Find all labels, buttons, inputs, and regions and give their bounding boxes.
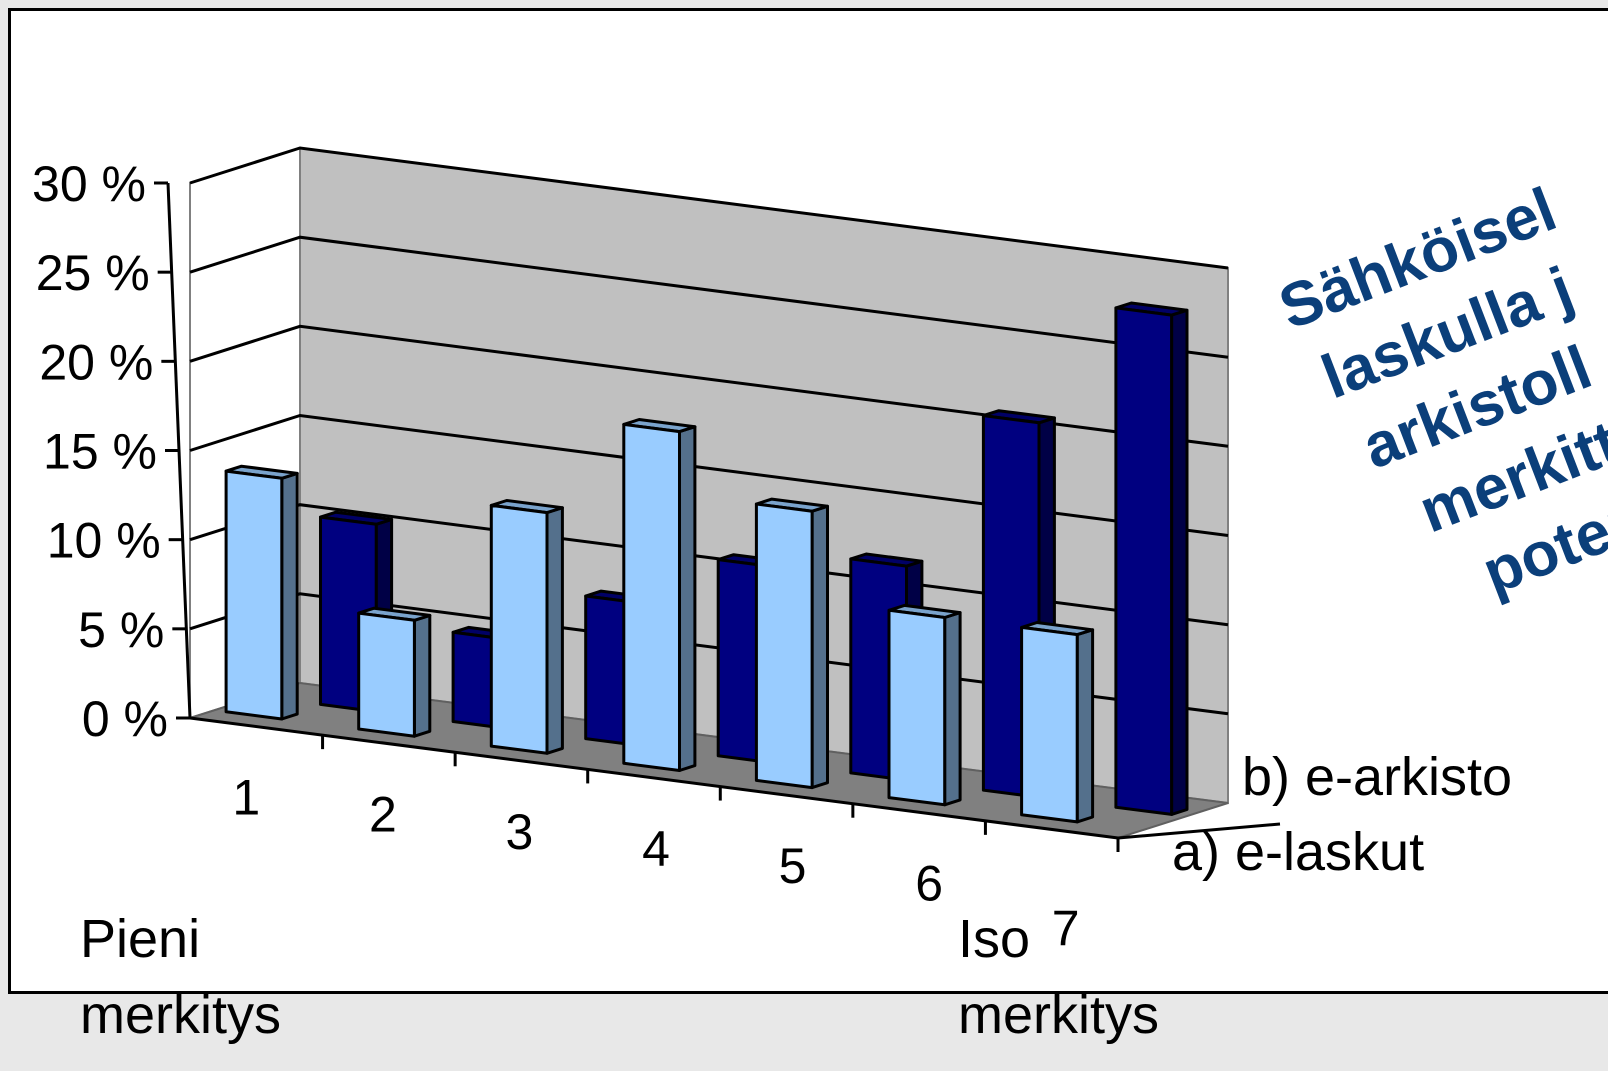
bar-side xyxy=(1170,308,1189,816)
y-tick-label: 10 % xyxy=(47,513,161,569)
gridline xyxy=(189,146,1229,270)
bar-a-2 xyxy=(357,606,432,738)
bar-side xyxy=(943,611,962,807)
x-axis: 1 2 3 4 5 6 7 xyxy=(189,716,1281,956)
y-tick-label: 5 % xyxy=(78,602,164,658)
x-tick-label: 7 xyxy=(1052,900,1080,956)
bar-a-5 xyxy=(754,497,829,790)
bar-a-1 xyxy=(224,464,299,721)
x-label-left-line1: Pieni xyxy=(80,909,201,969)
bar-side xyxy=(810,504,829,790)
bar-a-7 xyxy=(1020,621,1095,824)
series-label: b) e-arkisto xyxy=(1242,747,1512,807)
x-label-left-line2: merkitys xyxy=(80,985,281,1045)
bar-a-3 xyxy=(489,499,564,755)
gridline xyxy=(189,235,1229,359)
y-tick-label: 0 % xyxy=(82,691,168,747)
legend: a) e-laskut b) e-arkisto xyxy=(1172,747,1512,882)
bar-side xyxy=(545,506,564,755)
y-tick-label: 25 % xyxy=(36,245,150,301)
bar-front xyxy=(224,469,284,721)
bar-a-6 xyxy=(887,603,962,807)
x-label-right-line1: Iso xyxy=(958,909,1031,969)
gridline xyxy=(189,413,1229,537)
x-tick-label: 1 xyxy=(232,770,260,826)
bars xyxy=(224,301,1189,824)
bar-side xyxy=(678,425,697,772)
x-tick-label: 3 xyxy=(506,804,534,860)
bar-b-7 xyxy=(1114,301,1189,816)
x-tick-label: 2 xyxy=(369,787,397,843)
bar-front xyxy=(357,611,416,738)
x-tick-label: 5 xyxy=(779,838,807,894)
x-axis-line xyxy=(189,716,1119,840)
bar-front xyxy=(887,608,947,807)
bar-front xyxy=(1020,625,1079,824)
bar-front xyxy=(622,422,681,772)
gridline xyxy=(189,324,1229,448)
bar-side xyxy=(412,613,432,738)
bar-front xyxy=(1114,306,1174,816)
depth-axis-line xyxy=(1117,822,1281,840)
bar-a-4 xyxy=(622,418,697,772)
series-label: a) e-laskut xyxy=(1172,822,1424,882)
x-tick-label: 6 xyxy=(915,855,943,911)
bar-side xyxy=(1075,628,1095,824)
x-tick-label: 4 xyxy=(642,821,670,877)
x-label-left: Pieni merkitys xyxy=(80,912,281,1042)
x-label-right-line2: merkitys xyxy=(958,985,1159,1045)
bar-front xyxy=(489,503,549,755)
y-tick-label: 15 % xyxy=(43,424,157,480)
y-tick-label: 30 % xyxy=(32,156,146,212)
x-label-right: Iso merkitys xyxy=(958,912,1159,1042)
bar-front xyxy=(754,502,814,790)
bar-side xyxy=(280,471,299,721)
y-axis: 0 % 5 % 10 % 15 % 20 % 25 % 30 % xyxy=(32,156,192,747)
y-tick-label: 20 % xyxy=(39,334,153,390)
